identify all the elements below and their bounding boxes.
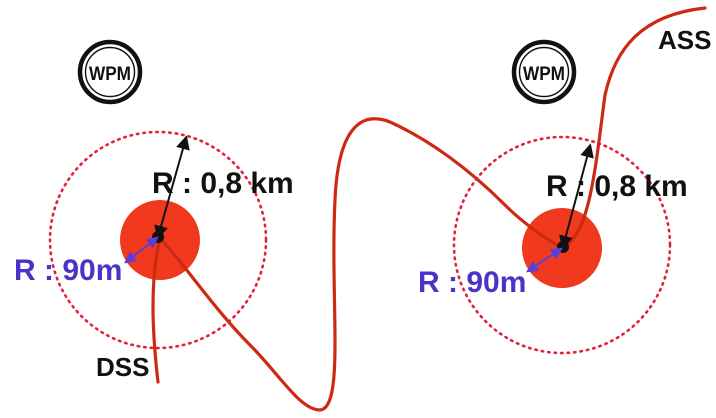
waypoint-marker-icon: WPM [511,39,577,105]
outer-zone-right [452,135,672,355]
outer-radius-label-right: R : 0,8 km [546,170,688,203]
inner-radius-label-left: R : 90m [14,254,122,287]
waypoint-marker-icon: WPM [77,39,143,105]
ass-label: ASS [658,25,711,55]
wpm-label-right: WPM [523,64,565,85]
outer-zone-left [48,130,268,350]
outer-radius-label-left: R : 0,8 km [152,167,294,200]
inner-radius-label-right: R : 90m [418,266,526,299]
dss-label: DSS [96,352,149,382]
route-path [151,6,707,412]
inner-radius-arrow-right [526,247,563,273]
outer-radius-arrow-left [154,135,190,240]
inner-radius-arrow-left [124,236,159,264]
wpm-label-left: WPM [89,64,131,85]
outer-radius-arrow-right [559,143,594,250]
